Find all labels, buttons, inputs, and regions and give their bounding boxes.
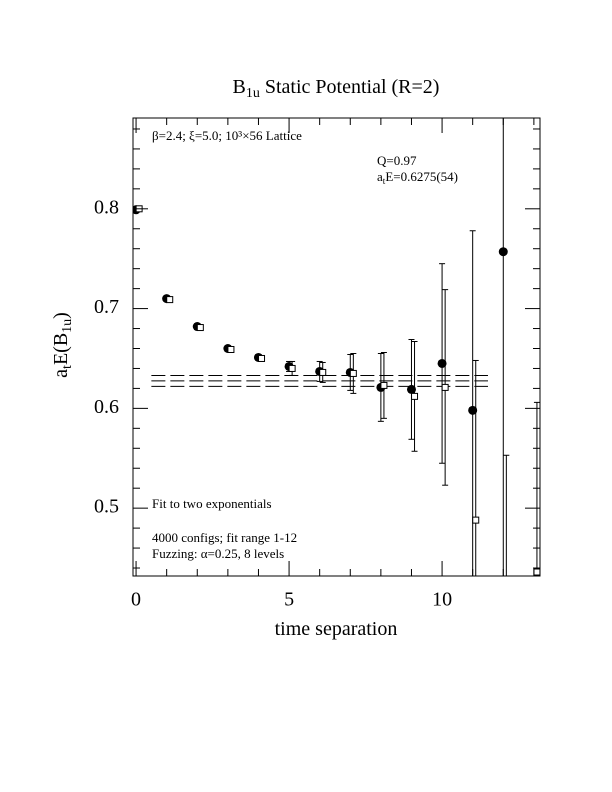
annotation: Q=0.97 <box>377 153 417 168</box>
y-tick-label: 0.5 <box>94 496 119 518</box>
text-part: ) <box>50 312 72 319</box>
y-tick-label: 0.6 <box>94 396 119 418</box>
x-axis-label: time separation <box>275 618 398 640</box>
x-tick-label: 10 <box>432 589 452 611</box>
annotation: Fuzzing: α=0.25, 8 levels <box>152 546 284 561</box>
chart-title: B1u Static Potential (R=2) <box>233 76 440 102</box>
data-point <box>288 364 296 372</box>
data-point <box>498 247 508 257</box>
plot-frame <box>132 117 541 577</box>
data-point <box>411 392 419 400</box>
text-part: Fuzzing: α=0.25, 8 levels <box>152 546 284 561</box>
data-point <box>406 384 416 394</box>
data-point <box>533 568 540 576</box>
annotation: Fit to two exponentials <box>152 496 272 511</box>
subscript: 1u <box>60 319 75 333</box>
data-point <box>503 605 509 611</box>
subscript: t <box>383 176 386 186</box>
y-tick-label: 0.8 <box>94 196 119 218</box>
text-part: Fit to two exponentials <box>152 496 272 511</box>
text-part: E=0.6275(54) <box>385 169 458 184</box>
data-point <box>437 358 447 368</box>
data-point <box>380 381 388 389</box>
text-part: time separation <box>275 618 398 640</box>
text-part: B <box>233 76 246 98</box>
y-tick-label: 0.7 <box>94 296 119 318</box>
annotation: 4000 configs; fit range 1-12 <box>152 530 297 545</box>
text-part: Static Potential (R=2) <box>260 76 440 98</box>
data-point <box>227 345 235 353</box>
text-part: a <box>377 169 383 184</box>
text-part: β=2.4; ξ=5.0; 10³×56 Lattice <box>152 128 302 143</box>
x-tick-label: 5 <box>284 589 294 611</box>
data-point <box>441 383 449 391</box>
x-tick-label: 0 <box>131 589 141 611</box>
data-point <box>468 405 478 415</box>
y-axis-label: atE(B1u) <box>50 312 76 378</box>
data-point <box>196 324 204 332</box>
subscript: t <box>60 365 75 369</box>
text-part: a <box>50 369 72 378</box>
text-part: Q=0.97 <box>377 153 417 168</box>
data-point <box>258 354 266 362</box>
annotation: atE=0.6275(54) <box>377 169 458 186</box>
text-part: E(B <box>50 333 72 365</box>
data-point <box>319 368 327 376</box>
plot-area <box>133 118 540 611</box>
data-point <box>166 296 174 304</box>
data-point <box>349 369 357 377</box>
text-part: 4000 configs; fit range 1-12 <box>152 530 297 545</box>
annotation: β=2.4; ξ=5.0; 10³×56 Lattice <box>152 128 302 143</box>
subscript: 1u <box>246 86 260 101</box>
data-point <box>472 516 480 524</box>
